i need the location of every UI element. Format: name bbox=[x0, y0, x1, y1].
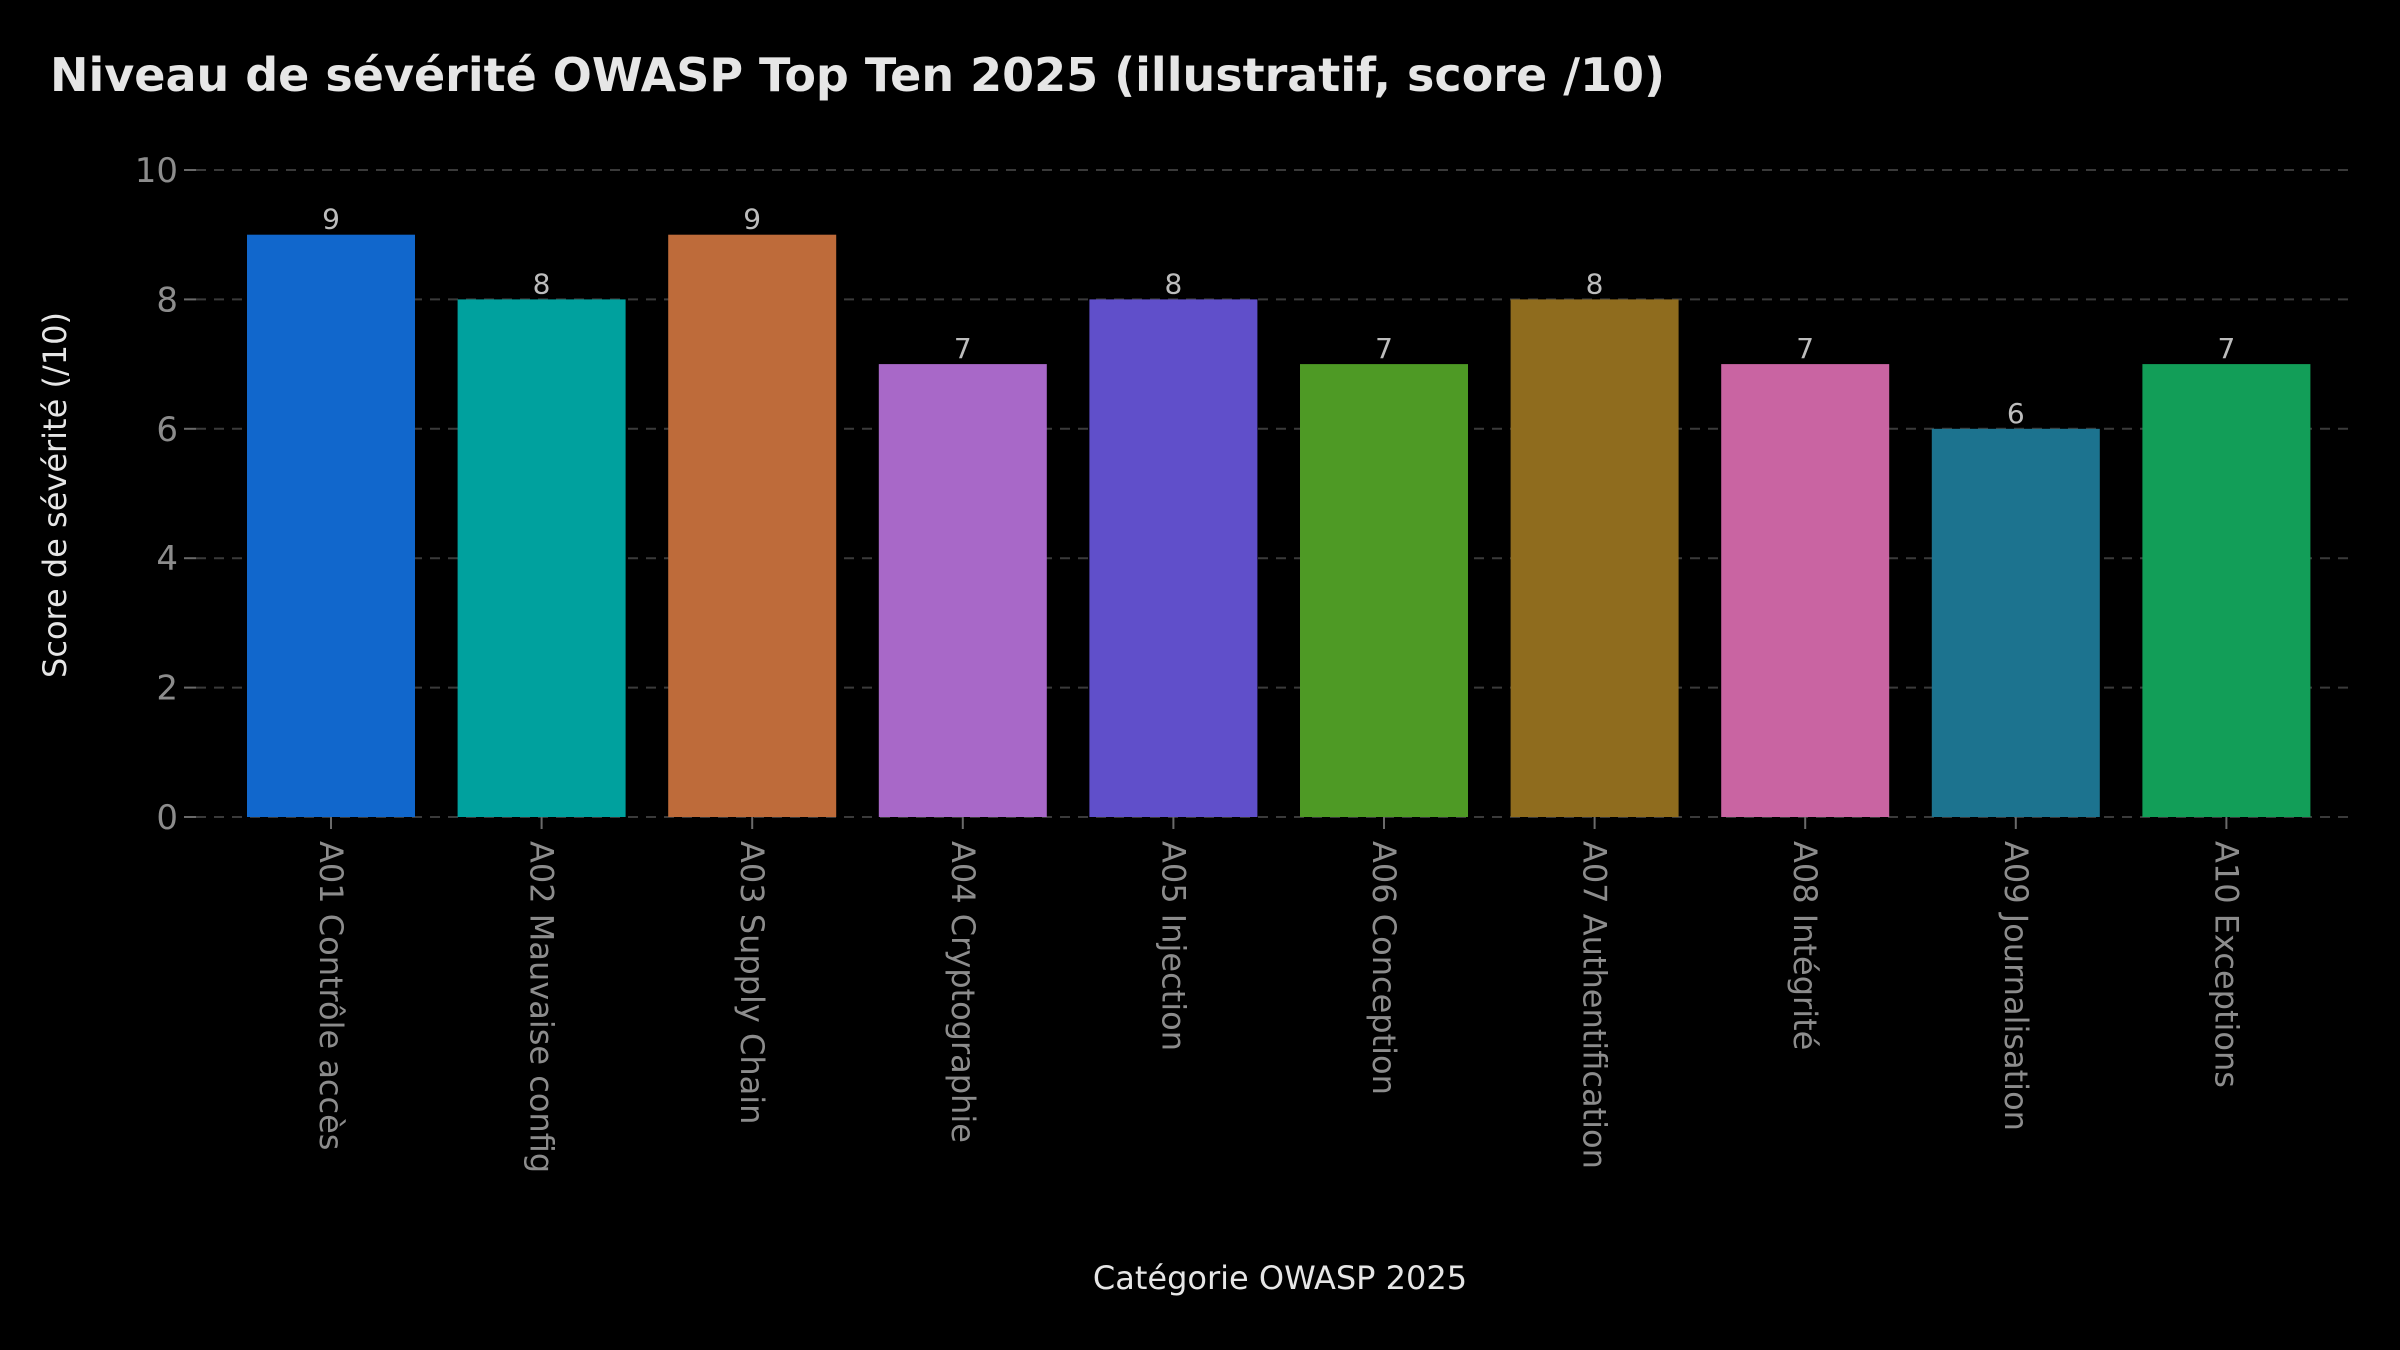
y-tick-label: 10 bbox=[135, 151, 178, 191]
x-tick-label: A05 Injection bbox=[1154, 841, 1192, 1051]
bar bbox=[457, 299, 626, 817]
bar bbox=[1300, 364, 1468, 817]
bar bbox=[2142, 364, 2311, 817]
y-tick-label: 0 bbox=[156, 798, 178, 838]
bar bbox=[668, 234, 837, 817]
y-tick-label: 4 bbox=[156, 539, 178, 579]
bar bbox=[1089, 299, 1258, 817]
data-label: 9 bbox=[322, 203, 340, 236]
bar bbox=[1721, 364, 1890, 817]
y-tick-label: 6 bbox=[156, 410, 178, 450]
data-labels: 9 8 9 7 8 7 8 7 6 7 bbox=[322, 203, 2235, 430]
x-tick-label: A03 Supply Chain bbox=[733, 841, 771, 1124]
chart-title: Niveau de sévérité OWASP Top Ten 2025 (i… bbox=[50, 48, 1666, 102]
y-tick-label: 8 bbox=[156, 280, 178, 320]
x-tick-label: A10 Exceptions bbox=[2207, 841, 2245, 1088]
x-tick-label: A08 Intégrité bbox=[1786, 841, 1824, 1050]
x-tick-label: A06 Conception bbox=[1365, 841, 1403, 1095]
data-label: 8 bbox=[1586, 267, 1604, 300]
y-tick-label: 2 bbox=[156, 669, 178, 709]
data-label: 7 bbox=[2217, 332, 2235, 365]
x-axis-label: Catégorie OWASP 2025 bbox=[1092, 1259, 1468, 1297]
data-label: 7 bbox=[1375, 332, 1393, 365]
data-label: 7 bbox=[954, 332, 972, 365]
x-tick-label: A09 Journalisation bbox=[1997, 841, 2035, 1131]
data-label: 6 bbox=[2007, 397, 2025, 430]
data-label: 7 bbox=[1796, 332, 1814, 365]
data-label: 8 bbox=[1164, 267, 1182, 300]
bar bbox=[878, 364, 1047, 817]
data-label: 9 bbox=[743, 203, 761, 236]
bars bbox=[247, 234, 2311, 817]
x-tick-label: A07 Authentification bbox=[1576, 841, 1614, 1169]
bar bbox=[1510, 299, 1679, 817]
x-tick-label: A04 Cryptographie bbox=[944, 841, 982, 1143]
x-tick-label: A02 Mauvaise config bbox=[523, 841, 561, 1173]
bar bbox=[1931, 428, 2100, 817]
axes: 0 2 4 6 8 10 A01 Contrôle accès A02 Mauvaise co… bbox=[135, 151, 2246, 1173]
bar bbox=[247, 234, 415, 817]
x-tick-label: A01 Contrôle accès bbox=[312, 841, 350, 1150]
data-label: 8 bbox=[533, 267, 551, 300]
